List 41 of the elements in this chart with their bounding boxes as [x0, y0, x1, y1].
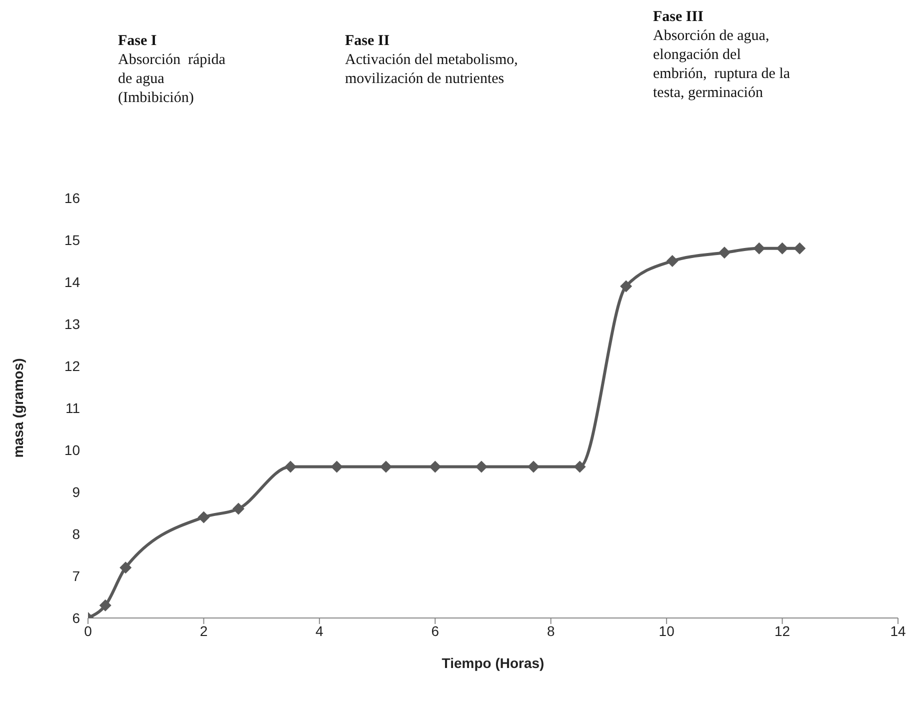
y-tick-label: 14 — [64, 274, 80, 290]
x-axis-title: Tiempo (Horas) — [442, 655, 544, 671]
point — [232, 502, 244, 515]
point — [528, 460, 540, 473]
point — [776, 242, 788, 254]
x-tick-label: 12 — [774, 622, 790, 639]
point — [794, 242, 806, 254]
text: Fase II Activación del metabolismo, movilización de nutrientes — [345, 32, 518, 89]
x-tick-label: 4 — [316, 622, 324, 639]
point — [753, 242, 766, 254]
text: Fase III Absorción de agua, elongación del embrión, ruptura de la testa, germinación — [653, 8, 790, 103]
y-tick-label: 16 — [64, 190, 80, 206]
y-tick-label: 10 — [64, 442, 80, 458]
x-tick-label: 10 — [658, 622, 675, 639]
x-tick-label: 0 — [84, 622, 92, 639]
point — [284, 460, 296, 473]
y-tick-label: 6 — [72, 610, 80, 626]
point — [429, 460, 442, 473]
y-tick-label: 11 — [65, 400, 80, 416]
text: Fase I Absorción rápida de agua (Imbibición) — [118, 32, 226, 108]
point — [620, 280, 632, 292]
point — [120, 562, 132, 574]
y-tick-label: 15 — [64, 232, 80, 248]
x-tick-label: 14 — [890, 622, 906, 639]
y-tick-label: 9 — [72, 484, 80, 500]
x-tick-label: 8 — [546, 622, 555, 639]
y-tick-label: 7 — [72, 568, 80, 584]
x-tick-label: 2 — [200, 622, 208, 639]
point — [198, 511, 210, 524]
point — [99, 599, 112, 612]
y-tick-label: 13 — [64, 316, 80, 332]
y-tick-label: 8 — [72, 526, 80, 542]
point — [330, 460, 343, 473]
point — [475, 460, 488, 473]
point — [574, 460, 586, 473]
point — [380, 460, 392, 473]
y-tick-label: 12 — [64, 358, 80, 374]
y-axis-title: masa (gramos) — [10, 358, 26, 458]
point — [718, 246, 730, 259]
x-tick-label: 6 — [431, 622, 440, 639]
point — [666, 255, 678, 267]
